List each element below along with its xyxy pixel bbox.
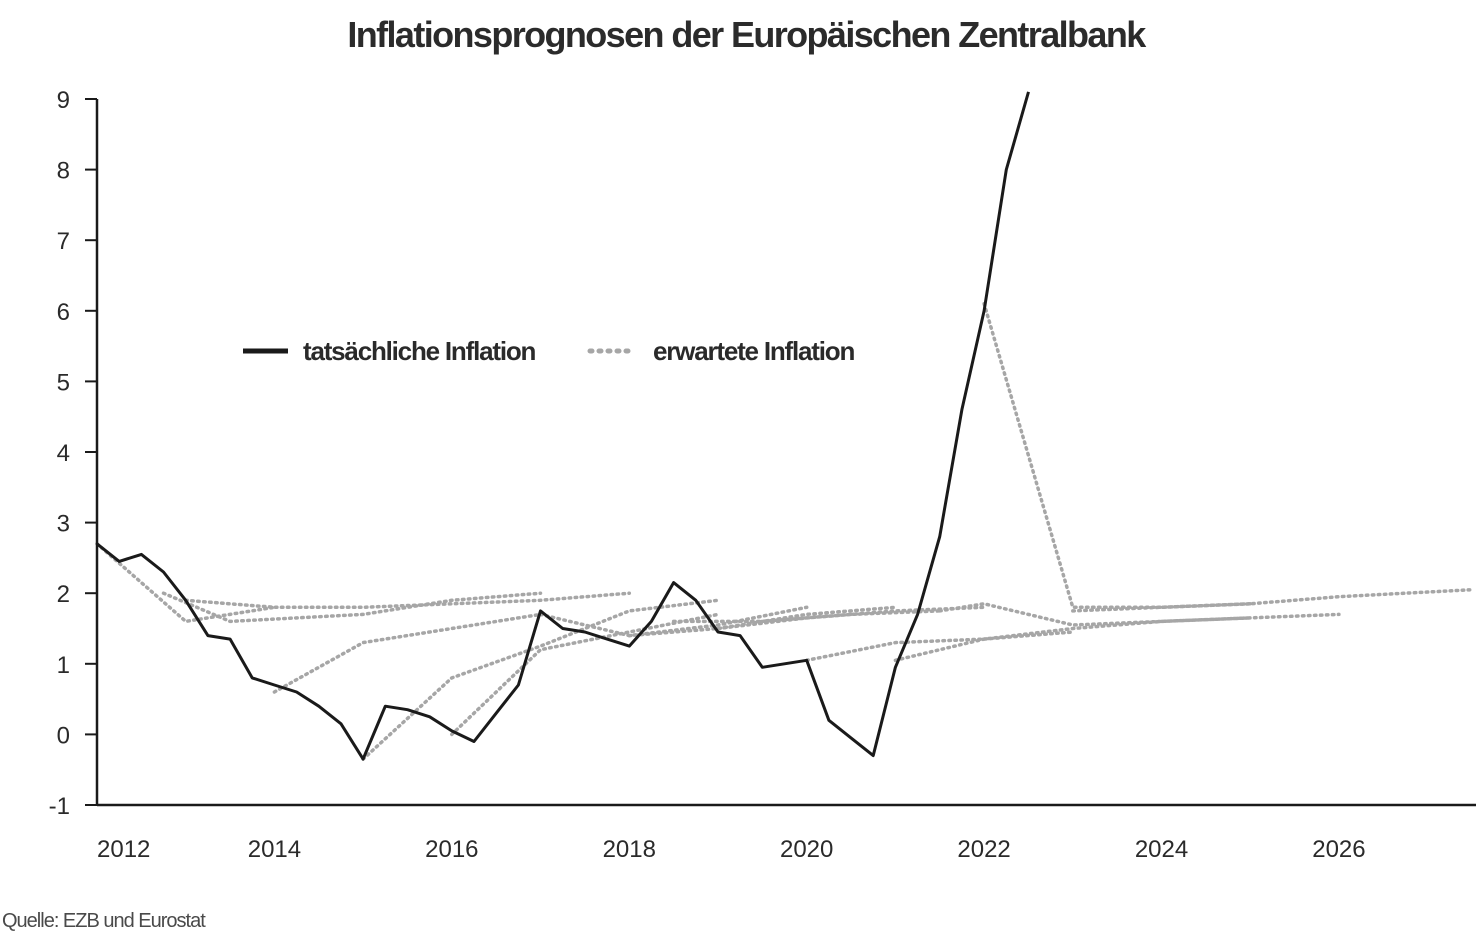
expected-forecast-line	[1071, 587, 1474, 613]
expected-forecast-line	[937, 602, 1341, 627]
x-tick-label: 2012	[97, 836, 150, 863]
x-tick-label: 2024	[1135, 836, 1188, 863]
x-tick-label: 2020	[780, 836, 833, 863]
legend: tatsächliche Inflation erwartete Inflati…	[243, 336, 856, 366]
expected-forecast-line	[450, 612, 720, 737]
expected-forecast-line	[272, 612, 543, 694]
y-tick-label: 9	[57, 87, 70, 114]
source-note: Quelle: EZB und Eurostat	[2, 910, 206, 932]
y-tick-label: 1	[57, 652, 70, 679]
x-tick-label: 2026	[1312, 836, 1365, 863]
x-tick-label: 2022	[957, 836, 1010, 863]
y-tick-label: 5	[57, 369, 70, 396]
expected-forecast-line	[716, 605, 986, 631]
legend-actual-label: tatsächliche Inflation	[303, 336, 536, 366]
actual-series-group	[96, 91, 1030, 761]
x-tick-label: 2018	[603, 836, 656, 863]
expected-series-group	[95, 301, 1474, 761]
y-tick-label: 7	[57, 228, 70, 255]
actual-inflation-line	[96, 91, 1030, 761]
expected-forecast-line	[361, 598, 720, 761]
x-axis-ticks: 2012 2014 2016 2018 2020 2022 2024 2026	[97, 836, 1366, 863]
y-tick-label: 0	[57, 722, 70, 749]
expected-forecast-line	[161, 591, 543, 624]
y-tick-label: 6	[57, 299, 70, 326]
legend-expected-label: erwartete Inflation	[653, 336, 854, 366]
y-tick-label: 2	[57, 581, 70, 608]
x-tick-label: 2014	[248, 836, 301, 863]
x-tick-label: 2016	[425, 836, 478, 863]
expected-forecast-line	[183, 591, 632, 610]
expected-forecast-line	[982, 301, 1252, 610]
expected-forecast-line	[95, 542, 277, 624]
expected-forecast-line	[804, 630, 1075, 663]
y-tick-label: 3	[57, 511, 70, 538]
chart-title: Inflationsprognosen der Europäischen Zen…	[347, 14, 1146, 55]
y-tick-label: -1	[49, 793, 70, 820]
y-tick-label: 8	[57, 158, 70, 185]
inflation-chart: -1 0 1 2 3 4 5 6 7 8 9 2012 2014 2016 2018 2020 2022 202…	[49, 87, 1476, 863]
y-tick-label: 4	[57, 440, 70, 467]
y-axis-ticks: -1 0 1 2 3 4 5 6 7 8 9	[49, 87, 97, 820]
